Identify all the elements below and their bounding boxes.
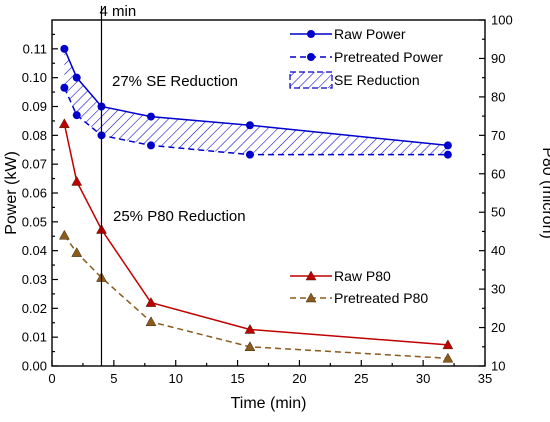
raw-power-point — [443, 141, 452, 150]
pretreated-p80-point — [442, 352, 454, 363]
y-left-tick-label: 0.06 — [22, 186, 47, 201]
raw-power-point — [60, 44, 69, 53]
pretreated-power-line — [63, 87, 448, 156]
y-left-tick-label: 0.10 — [22, 70, 47, 85]
y-left-tick-label: 0.03 — [22, 272, 47, 287]
pretreated-power-point — [60, 83, 69, 92]
legend-se-reduction-swatch — [289, 71, 333, 89]
legend-pretreated-p80-marker — [305, 292, 317, 303]
legend-pretreated-power-label: Pretreated Power — [334, 49, 443, 65]
x-tick-label: 30 — [416, 371, 430, 386]
x-tick-label: 25 — [354, 371, 368, 386]
x-tick-label: 10 — [168, 371, 182, 386]
raw-p80-point — [58, 118, 70, 129]
legend-raw-p80-label: Raw P80 — [334, 268, 391, 284]
y-right-axis-title: P80 (micron) — [539, 147, 550, 239]
y-right-tick-label: 50 — [491, 205, 505, 220]
pretreated-power-point — [245, 150, 254, 159]
y-right-tick-label: 40 — [491, 243, 505, 258]
raw-power-point — [72, 73, 81, 82]
pretreated-power-point — [72, 111, 81, 120]
y-right-tick-label: 70 — [491, 128, 505, 143]
y-left-tick-label: 0.07 — [22, 157, 47, 172]
raw-p80-point — [244, 323, 256, 334]
y-right-tick-label: 30 — [491, 282, 505, 297]
raw-p80-point — [442, 339, 454, 350]
legend-se-reduction-label: SE Reduction — [334, 72, 420, 88]
y-right-tick-label: 20 — [491, 320, 505, 335]
raw-power-point — [146, 112, 155, 121]
legend-raw-power-label: Raw Power — [334, 26, 406, 42]
x-tick-label: 20 — [292, 371, 306, 386]
x-tick-label: 15 — [230, 371, 244, 386]
x-tick-label: 35 — [478, 371, 492, 386]
raw-power-line — [63, 48, 448, 147]
annotation-se: 27% SE Reduction — [112, 73, 238, 90]
y-right-tick-label: 100 — [491, 13, 513, 28]
y-left-tick-label: 0.00 — [22, 359, 47, 374]
x-tick-label: 5 — [110, 371, 117, 386]
legend-pretreated-power-marker — [307, 53, 315, 61]
raw-power-point — [245, 121, 254, 130]
y-left-tick-label: 0.08 — [22, 128, 47, 143]
x-axis-title: Time (min) — [231, 395, 307, 412]
pretreated-p80-point — [145, 316, 157, 327]
vline-label: 4 min — [99, 3, 136, 20]
plot-frame — [51, 19, 486, 367]
raw-p80-line — [63, 123, 448, 346]
y-left-tick-label: 0.05 — [22, 214, 47, 229]
pretreated-power-point — [146, 141, 155, 150]
y-left-axis-title: Power (kW) — [3, 151, 20, 235]
y-left-tick-label: 0.11 — [23, 41, 47, 56]
y-left-tick-label: 0.09 — [22, 99, 47, 114]
annotation-p80: 25% P80 Reduction — [113, 208, 246, 225]
legend-pretreated-p80-label: Pretreated P80 — [334, 290, 428, 306]
raw-p80-point — [71, 175, 83, 186]
x-tick-label: 0 — [48, 371, 55, 386]
y-left-tick-label: 0.01 — [22, 330, 47, 345]
raw-p80-point — [145, 297, 157, 307]
pretreated-p80-point — [71, 247, 83, 257]
legend-raw-p80-marker — [305, 270, 317, 281]
legend-raw-power-marker — [307, 30, 315, 38]
y-right-tick-label: 90 — [491, 51, 505, 66]
y-right-tick-label: 60 — [491, 166, 505, 181]
se-reduction-fill — [64, 48, 448, 155]
y-right-tick-label: 80 — [491, 89, 505, 104]
y-left-tick-label: 0.04 — [22, 243, 47, 258]
pretreated-p80-point — [244, 341, 256, 352]
y-left-tick-label: 0.02 — [22, 301, 47, 316]
pretreated-power-point — [443, 150, 452, 159]
y-right-tick-label: 10 — [491, 359, 505, 374]
pretreated-p80-point — [58, 229, 70, 240]
